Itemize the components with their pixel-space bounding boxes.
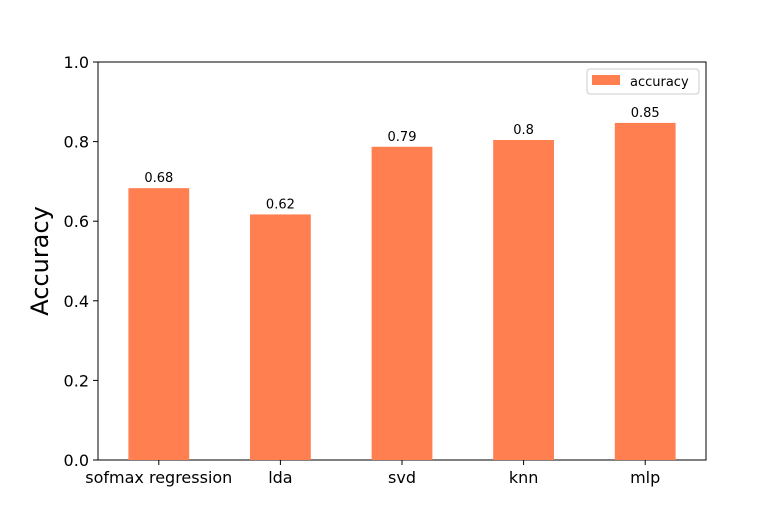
y-tick-label-4: 0.8 — [64, 133, 89, 152]
data-label-0: 0.68 — [144, 171, 173, 186]
y-tick-label-0: 0.0 — [64, 451, 89, 470]
legend-swatch — [592, 75, 620, 85]
x-tick-label-0: sofmax regression — [85, 468, 232, 487]
y-tick-label-3: 0.6 — [64, 212, 89, 231]
x-axis-ticks: sofmax regression lda svd knn mlp — [85, 460, 660, 487]
x-tick-label-1: lda — [268, 468, 292, 487]
bar-0 — [128, 188, 190, 460]
legend: accuracy — [586, 68, 700, 95]
data-labels-group: 0.68 0.62 0.79 0.8 0.85 — [144, 106, 659, 213]
bar-2 — [371, 146, 433, 461]
y-axis-label: Accuracy — [26, 206, 54, 316]
bar-4 — [614, 122, 676, 461]
y-tick-label-2: 0.4 — [64, 292, 89, 311]
y-tick-label-5: 1.0 — [64, 53, 89, 72]
x-tick-label-3: knn — [509, 468, 539, 487]
x-tick-label-4: mlp — [630, 468, 660, 487]
x-tick-label-2: svd — [388, 468, 416, 487]
y-axis-ticks: 0.0 0.2 0.4 0.6 0.8 1.0 — [64, 53, 98, 470]
legend-label: accuracy — [630, 75, 689, 90]
y-tick-label-1: 0.2 — [64, 371, 89, 390]
bar-1 — [250, 214, 311, 460]
data-label-3: 0.8 — [513, 123, 534, 138]
data-label-4: 0.85 — [631, 106, 660, 121]
bar-3 — [493, 140, 554, 460]
data-label-2: 0.79 — [388, 130, 417, 145]
bars-group — [128, 122, 676, 461]
data-label-1: 0.62 — [266, 197, 295, 212]
